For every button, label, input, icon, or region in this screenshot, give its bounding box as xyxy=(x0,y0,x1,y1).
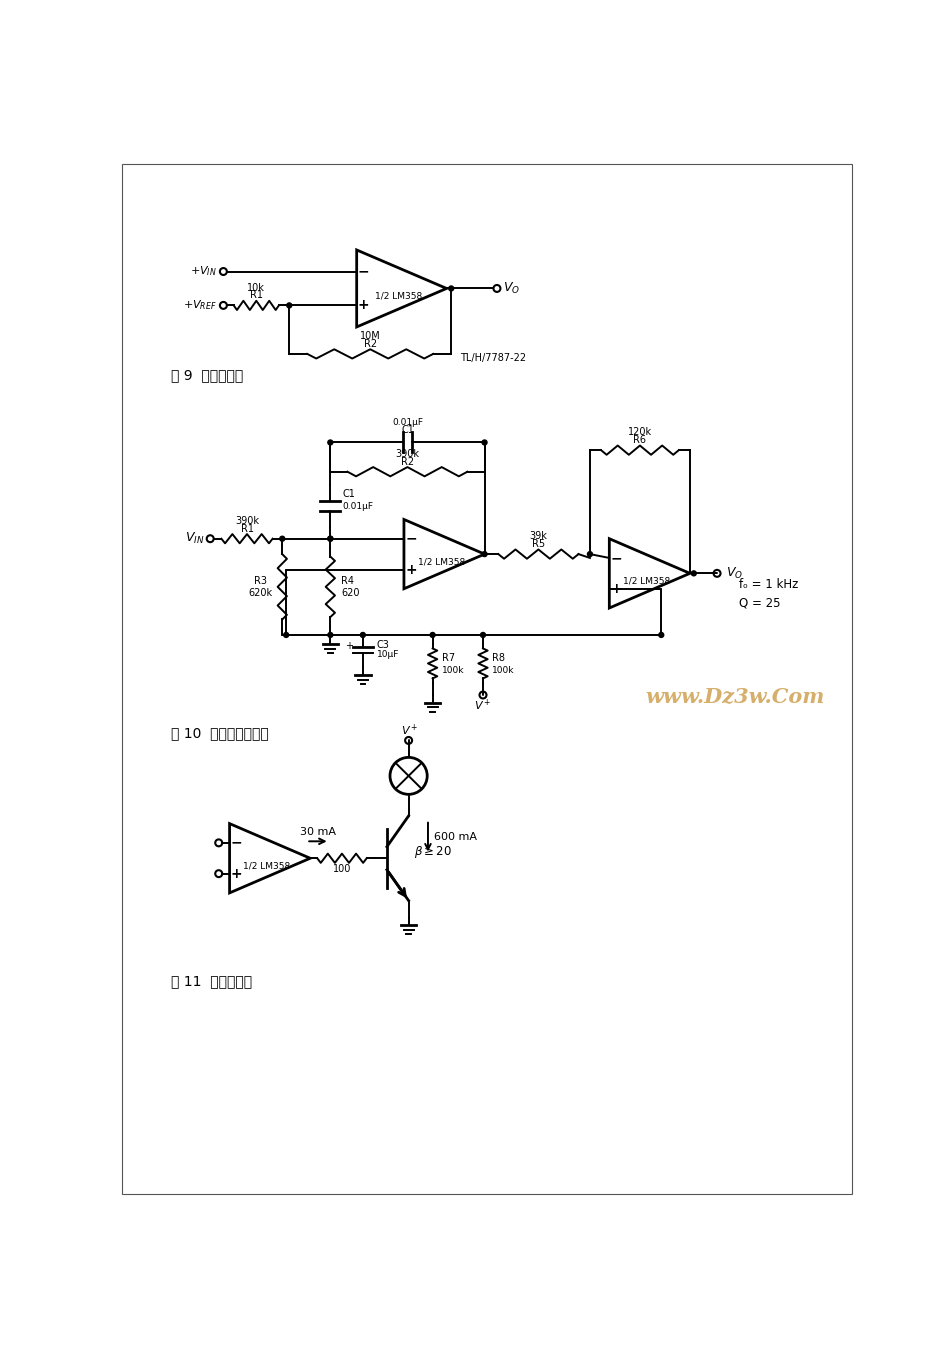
Text: R7: R7 xyxy=(442,654,455,663)
Text: 图 9  滒后比较器: 图 9 滒后比较器 xyxy=(171,369,244,382)
Text: R4: R4 xyxy=(341,576,354,585)
Text: 100: 100 xyxy=(332,863,352,874)
Circle shape xyxy=(328,537,332,541)
Text: 39k: 39k xyxy=(529,531,547,542)
Text: 390k: 390k xyxy=(395,449,420,459)
Text: Q = 25: Q = 25 xyxy=(739,596,780,609)
Text: 10μF: 10μF xyxy=(377,650,399,659)
Text: R5: R5 xyxy=(532,539,545,549)
Circle shape xyxy=(328,537,332,541)
Circle shape xyxy=(658,632,664,638)
Circle shape xyxy=(482,440,487,445)
Circle shape xyxy=(328,440,332,445)
Text: −: − xyxy=(231,835,242,850)
Text: C3: C3 xyxy=(377,640,390,650)
Text: 1/2 LM358: 1/2 LM358 xyxy=(418,557,465,566)
Text: 120k: 120k xyxy=(628,428,652,437)
Text: −: − xyxy=(611,551,622,565)
Text: 0.01μF: 0.01μF xyxy=(392,418,423,426)
Text: $V^+$: $V^+$ xyxy=(402,722,419,738)
Text: 图 10  带通有源滤波器: 图 10 带通有源滤波器 xyxy=(171,726,269,740)
Circle shape xyxy=(360,632,366,638)
Text: 30 mA: 30 mA xyxy=(300,827,336,837)
Text: −: − xyxy=(405,531,417,546)
Text: fₒ = 1 kHz: fₒ = 1 kHz xyxy=(739,578,798,592)
Text: +: + xyxy=(405,562,417,577)
Text: 10M: 10M xyxy=(360,331,381,342)
Text: 620k: 620k xyxy=(249,588,273,599)
Circle shape xyxy=(448,286,454,291)
Text: TL/H/7787-22: TL/H/7787-22 xyxy=(461,352,526,363)
Circle shape xyxy=(284,632,289,638)
Circle shape xyxy=(430,632,435,638)
Text: 0.01μF: 0.01μF xyxy=(343,502,373,511)
Text: 10k: 10k xyxy=(247,282,265,293)
Circle shape xyxy=(692,570,696,576)
Text: 图 11  灯驱动程序: 图 11 灯驱动程序 xyxy=(171,974,253,989)
Text: 390k: 390k xyxy=(235,516,259,526)
Circle shape xyxy=(482,551,487,557)
Text: +: + xyxy=(231,866,242,881)
Text: 1/2 LM358: 1/2 LM358 xyxy=(623,577,670,585)
Text: +: + xyxy=(358,299,370,312)
Text: +: + xyxy=(611,582,622,596)
Text: R8: R8 xyxy=(492,654,505,663)
Text: C1: C1 xyxy=(343,490,355,499)
Text: +: + xyxy=(345,640,353,651)
Text: C1: C1 xyxy=(401,425,414,436)
Text: www.Dz3w.Com: www.Dz3w.Com xyxy=(646,686,826,706)
Text: R2: R2 xyxy=(401,457,414,467)
Text: 600 mA: 600 mA xyxy=(434,831,477,842)
Text: $V_O$: $V_O$ xyxy=(727,566,744,581)
Text: R2: R2 xyxy=(364,339,377,348)
Text: R6: R6 xyxy=(634,436,646,445)
Text: $V_O$: $V_O$ xyxy=(504,281,521,296)
Circle shape xyxy=(328,632,332,638)
Circle shape xyxy=(280,537,285,541)
Text: $V^+$: $V^+$ xyxy=(474,698,492,713)
Text: −: − xyxy=(358,265,370,278)
Text: 1/2 LM358: 1/2 LM358 xyxy=(243,861,291,870)
Text: 620: 620 xyxy=(341,588,360,599)
Text: $+V_{IN}$: $+V_{IN}$ xyxy=(190,265,218,278)
Text: R3: R3 xyxy=(254,576,267,585)
Text: 100k: 100k xyxy=(492,666,515,675)
Text: 100k: 100k xyxy=(442,666,465,675)
Circle shape xyxy=(587,551,593,557)
Text: 1/2 LM358: 1/2 LM358 xyxy=(375,292,422,301)
Text: $V_{IN}$: $V_{IN}$ xyxy=(184,531,204,546)
Text: $\beta \geq 20$: $\beta \geq 20$ xyxy=(414,845,452,859)
Text: R1: R1 xyxy=(240,523,254,534)
Text: $+V_{REF}$: $+V_{REF}$ xyxy=(183,299,218,312)
Text: R1: R1 xyxy=(250,291,263,300)
Circle shape xyxy=(481,632,485,638)
Circle shape xyxy=(287,303,292,308)
